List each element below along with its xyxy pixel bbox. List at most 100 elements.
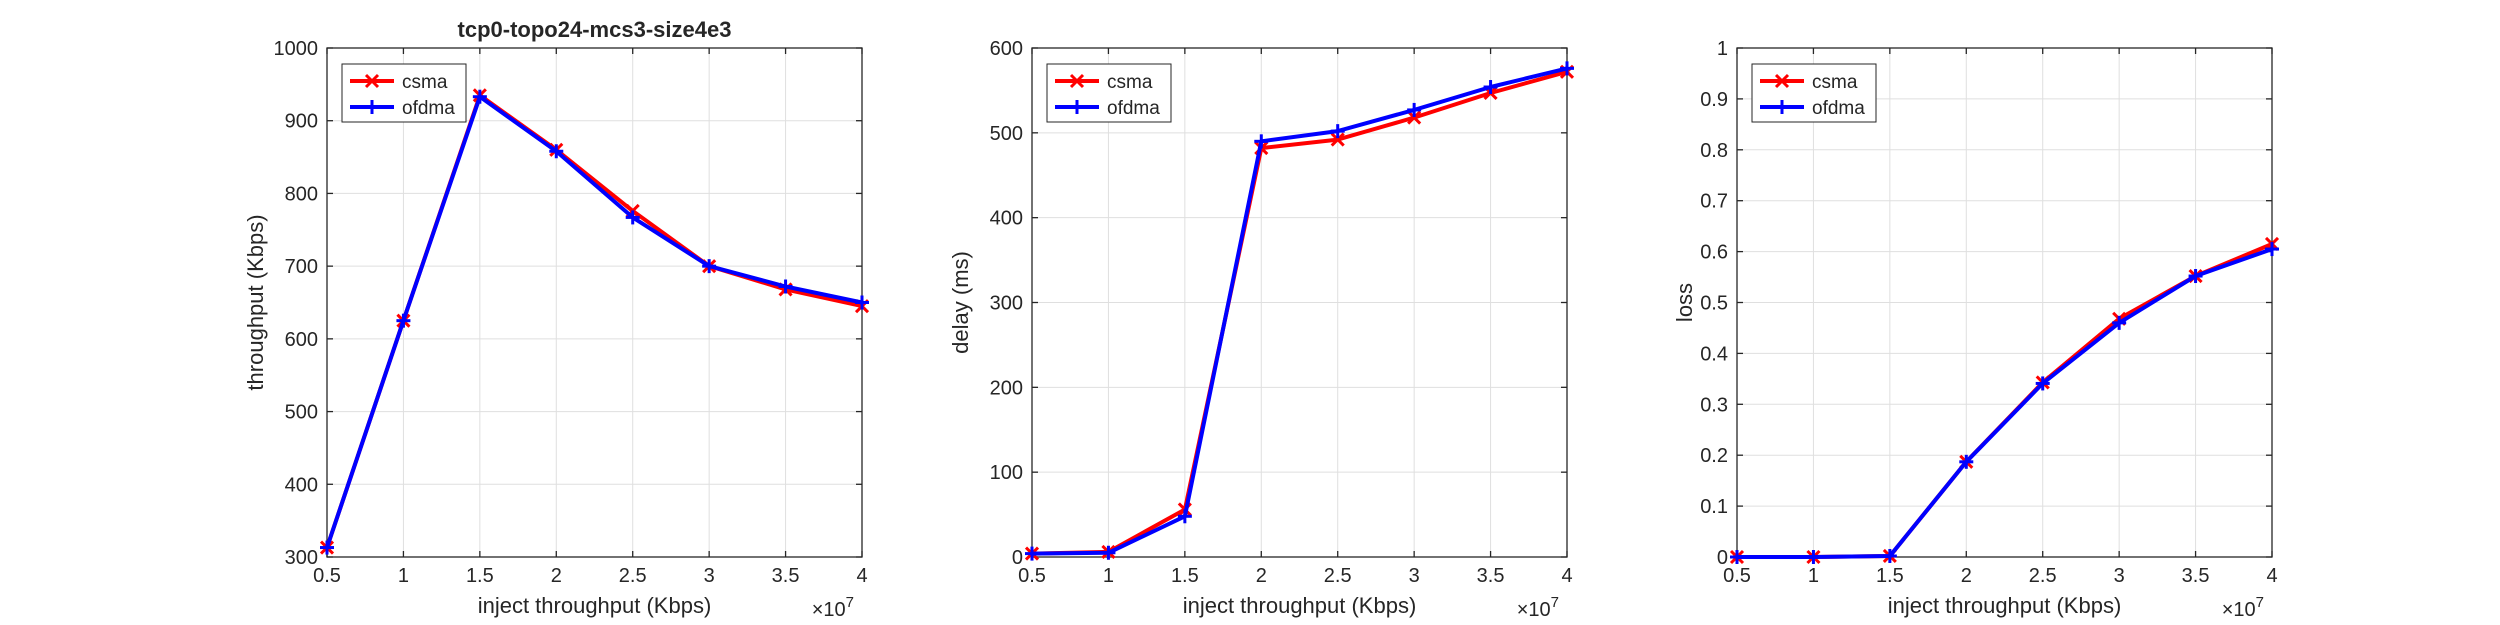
- x-tick-label: 3.5: [2182, 565, 2210, 587]
- plot-area: [327, 48, 862, 557]
- y-tick-label: 0.3: [1700, 394, 1728, 416]
- series-ofdma: [320, 89, 869, 555]
- y-tick-label: 0: [1717, 547, 1728, 569]
- data-point-ofdma: [1025, 546, 1039, 561]
- legend-item-csma: csma: [350, 72, 448, 93]
- legend-item-ofdma: ofdma: [350, 98, 455, 119]
- legend-label: ofdma: [1812, 98, 1865, 119]
- legend-box: [1751, 63, 1877, 123]
- data-point-ofdma: [320, 540, 334, 555]
- data-point-ofdma: [1254, 134, 1269, 149]
- x-tick-label: 3: [2114, 565, 2125, 587]
- y-tick-label: 0.7: [1700, 191, 1728, 213]
- y-tick-label: 0.9: [1700, 89, 1728, 111]
- legend: csma ofdma: [1046, 63, 1172, 123]
- legend-item-ofdma: ofdma: [1055, 98, 1160, 119]
- y-tick-label: 600: [285, 329, 318, 351]
- legend: csma ofdma: [1751, 63, 1877, 123]
- x-tick-label: 1.5: [466, 565, 494, 587]
- x-tick-label: 1: [398, 565, 409, 587]
- y-tick-label: 300: [990, 293, 1023, 315]
- data-point-ofdma: [1882, 548, 1897, 563]
- y-tick-label: 200: [990, 377, 1023, 399]
- data-point-ofdma: [1560, 61, 1574, 76]
- tick-marks: [1736, 47, 2273, 558]
- data-point-ofdma: [855, 295, 869, 310]
- x-tick-label: 1: [1103, 565, 1114, 587]
- data-point-ofdma: [1806, 550, 1821, 564]
- marker-stroke: [1330, 132, 1345, 147]
- legend-item-csma: csma: [1760, 72, 1858, 93]
- data-point-ofdma: [2265, 242, 2279, 257]
- legend-label: csma: [1812, 72, 1858, 93]
- legend-box: [341, 63, 467, 123]
- grid-lines: [326, 47, 863, 558]
- x-tick-label: 4: [856, 565, 867, 587]
- series-line-ofdma: [1737, 247, 2273, 559]
- x-tick-label: 1: [1808, 565, 1819, 587]
- x-exponent-base: ×10: [1517, 599, 1551, 621]
- x-tick-label: 1.5: [1876, 565, 1904, 587]
- y-tick-label: 0.6: [1700, 242, 1728, 264]
- y-tick-label: 300: [285, 547, 318, 569]
- y-tick-label: 400: [990, 208, 1023, 230]
- chart-panel-3: 0.5 1 1.5 2 2.5 3 3.5 4 0 0.1 0.2 0.3 0.4 0.5 0.6 0.7 0.…: [1672, 38, 2280, 621]
- x-exponent-label: ×107: [812, 594, 854, 621]
- chart-panel-2: 0.5 1 1.5 2 2.5 3 3.5 4 0 100 200 300 400 500 600 ×107 i…: [948, 38, 1575, 621]
- data-point-csma: [1330, 132, 1345, 147]
- legend-label: ofdma: [402, 98, 455, 119]
- y-axis-label: loss: [1672, 283, 1697, 322]
- x-axis-label: inject throughput (Kbps): [1183, 593, 1417, 618]
- y-tick-label: 0: [1012, 547, 1023, 569]
- y-tick-label: 1: [1717, 38, 1728, 60]
- x-exponent-power: 7: [2256, 594, 2264, 611]
- x-tick-label: 2: [551, 565, 562, 587]
- x-exponent-base: ×10: [812, 599, 846, 621]
- data-point-ofdma: [396, 313, 411, 328]
- data-point-ofdma: [2188, 269, 2203, 284]
- legend-marker: [1069, 73, 1085, 89]
- x-exponent-power: 7: [1551, 594, 1559, 611]
- legend-label: csma: [402, 72, 448, 93]
- x-exponent-power: 7: [846, 594, 854, 611]
- marker-stroke: [1407, 110, 1422, 125]
- x-tick-label: 4: [2266, 565, 2277, 587]
- data-point-ofdma: [778, 279, 793, 294]
- y-tick-label: 0.1: [1700, 496, 1728, 518]
- chart-panel-1: 0.5 1 1.5 2 2.5 3 3.5 4 300 400 500 600 700 800 900 100…: [243, 17, 870, 621]
- x-tick-label: 2.5: [2029, 565, 2057, 587]
- tick-marks: [326, 47, 863, 558]
- series-line-ofdma: [325, 94, 863, 549]
- data-point-ofdma: [1959, 454, 1974, 469]
- data-point-ofdma: [549, 144, 564, 159]
- y-tick-label: 500: [285, 402, 318, 424]
- x-tick-label: 0.5: [1018, 565, 1046, 587]
- legend-item-ofdma: ofdma: [1760, 98, 1865, 119]
- y-tick-label: 400: [285, 474, 318, 496]
- series-ofdma: [1025, 61, 1574, 561]
- legend-label: csma: [1107, 72, 1153, 93]
- legend-box: [1046, 63, 1172, 123]
- data-point-ofdma: [1101, 545, 1116, 560]
- data-point-ofdma: [625, 210, 640, 225]
- data-point-ofdma: [2112, 315, 2127, 330]
- data-point-ofdma: [1730, 550, 1744, 564]
- data-point-csma: [1407, 110, 1422, 125]
- grid-lines: [1736, 47, 2273, 558]
- data-point-ofdma: [1407, 102, 1422, 117]
- legend-item-csma: csma: [1055, 72, 1153, 93]
- legend-marker: [1774, 73, 1790, 89]
- y-tick-label: 0.8: [1700, 140, 1728, 162]
- legend-marker: [364, 73, 380, 89]
- y-tick-label: 100: [990, 462, 1023, 484]
- x-tick-label: 3: [1409, 565, 1420, 587]
- y-axis-label: throughput (Kbps): [243, 214, 268, 390]
- y-tick-label: 700: [285, 256, 318, 278]
- series-line-ofdma: [1031, 66, 1568, 556]
- x-tick-label: 3: [704, 565, 715, 587]
- x-tick-label: 3.5: [772, 565, 800, 587]
- y-tick-label: 1000: [274, 38, 319, 60]
- y-tick-label: 0.2: [1700, 445, 1728, 467]
- x-exponent-base: ×10: [2222, 599, 2256, 621]
